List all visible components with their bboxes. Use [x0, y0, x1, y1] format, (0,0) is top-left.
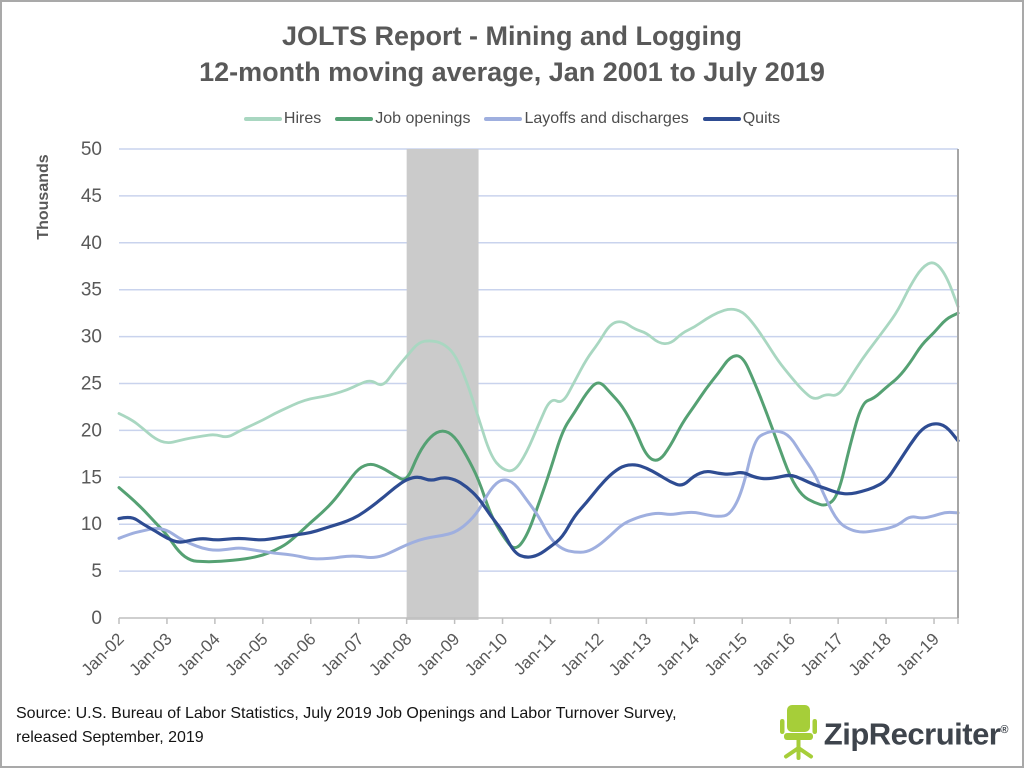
chair-part: [786, 705, 810, 733]
x-tick-label: Jan-02: [78, 629, 128, 679]
x-tick-label: Jan-09: [413, 629, 463, 679]
x-tick-label: Jan-08: [365, 629, 415, 679]
x-tick-label: Jan-03: [126, 629, 176, 679]
y-tick-label: 35: [81, 280, 102, 301]
chart-title-line2: 12-month moving average, Jan 2001 to Jul…: [199, 57, 825, 87]
source-note: Source: U.S. Bureau of Labor Statistics,…: [16, 702, 677, 750]
chart-legend: Hires Job openings Layoffs and discharges Q…: [2, 110, 1022, 128]
series-layoffs-and-discharges: [117, 429, 960, 561]
x-tick-label: Jan-12: [557, 629, 607, 679]
legend-item-job-openings: Job openings: [335, 110, 470, 128]
legend-label: Quits: [742, 110, 781, 127]
legend-swatch: [702, 117, 741, 121]
source-note-line2: released September, 2019: [16, 729, 204, 746]
y-tick-label: 0: [91, 608, 102, 629]
chart-title-line1: JOLTS Report - Mining and Logging: [282, 21, 742, 51]
legend-item-quits: Quits: [702, 110, 781, 128]
legend-item-layoffs-and-discharges: Layoffs and discharges: [484, 110, 689, 128]
chair-part: [779, 719, 785, 735]
x-tick-label: Jan-06: [269, 629, 319, 679]
legend-label: Layoffs and discharges: [524, 110, 689, 127]
y-tick-label: 40: [81, 233, 102, 254]
chair-part: [783, 733, 813, 741]
x-tick-label: Jan-14: [653, 629, 703, 679]
x-tick-label: Jan-05: [221, 629, 271, 679]
registered-mark: ®: [1000, 724, 1008, 736]
legend-swatch: [243, 117, 282, 121]
chart-title: JOLTS Report - Mining and Logging 12-mon…: [2, 18, 1022, 90]
legend-item-hires: Hires: [243, 110, 322, 128]
chair-part: [783, 746, 813, 761]
legend-swatch: [484, 117, 523, 121]
x-tick-label: Jan-04: [174, 629, 224, 679]
x-tick-label: Jan-13: [605, 629, 655, 679]
series-job-openings: [117, 311, 960, 564]
y-tick-label: 45: [81, 186, 102, 207]
x-tick-label: Jan-19: [893, 629, 943, 679]
chair-part: [812, 719, 817, 735]
y-tick-label: 50: [81, 139, 102, 160]
x-tick-label: Jan-10: [461, 629, 511, 679]
ziprecruiter-logo: ZipRecruiter®: [779, 702, 1008, 762]
y-tick-label: 30: [81, 327, 102, 348]
chair-icon: [779, 705, 817, 761]
legend-label: Job openings: [375, 110, 471, 127]
y-axis-title: Thousands: [35, 154, 52, 239]
x-tick-label: Jan-11: [510, 629, 559, 678]
x-tick-label: Jan-16: [749, 629, 799, 679]
chair-part: [796, 740, 801, 750]
x-tick-label: Jan-17: [797, 629, 847, 679]
y-tick-label: 20: [81, 420, 102, 441]
x-tick-label: Jan-18: [845, 629, 895, 679]
source-note-line1: Source: U.S. Bureau of Labor Statistics,…: [16, 705, 677, 722]
x-tick-label: Jan-15: [701, 629, 751, 679]
legend-swatch: [335, 117, 374, 121]
series-quits: [117, 422, 960, 559]
y-tick-label: 15: [81, 467, 102, 488]
y-tick-label: 5: [91, 561, 102, 582]
legend-label: Hires: [283, 110, 322, 127]
x-tick-label: Jan-07: [317, 629, 367, 679]
y-tick-label: 10: [81, 514, 102, 535]
ziprecruiter-wordmark: ZipRecruiter®: [823, 716, 1009, 752]
y-tick-label: 25: [81, 374, 102, 395]
series-hires: [117, 261, 960, 473]
